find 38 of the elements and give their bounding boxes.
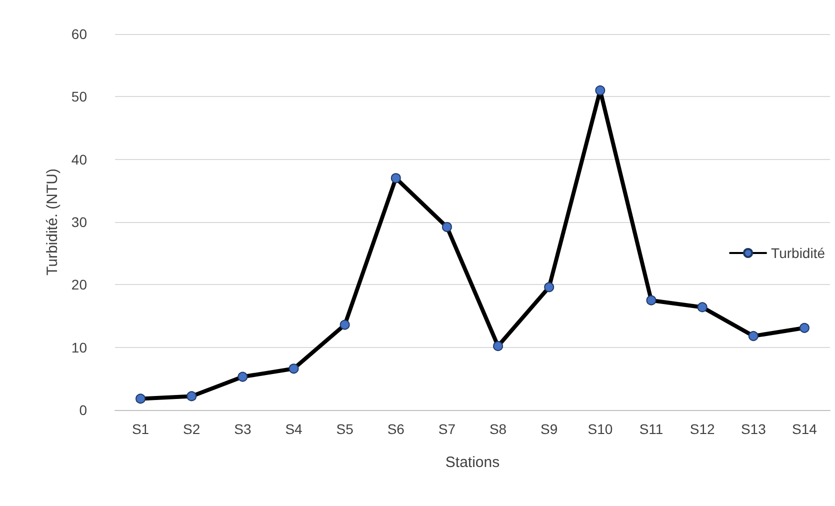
x-tick-label: S10 [588,421,613,437]
x-tick-label: S11 [639,421,664,437]
x-tick-label: S8 [489,421,507,437]
point [136,394,146,404]
point [646,295,656,306]
point [442,222,452,232]
point [493,341,504,352]
y-tick-label: 50 [71,88,88,105]
x-tick-label: S5 [336,421,354,437]
x-tick-label: S9 [540,421,558,437]
x-tick-label: S1 [132,421,150,437]
y-axis-title: Turbidité. (NTU) [44,168,61,276]
y-tick-label: 20 [71,276,88,293]
x-tick-label: S2 [183,421,200,437]
point [595,85,606,96]
y-tick-label: 40 [71,151,88,168]
y-tick-label: 60 [71,26,88,42]
point [288,364,299,374]
x-tick-label: S7 [438,421,456,437]
point [340,320,350,330]
y-tick-label: 0 [79,402,88,418]
x-tick-label: S12 [690,421,715,437]
x-tick-label: S4 [285,421,303,437]
point [238,372,248,382]
legend-label: Turbidité [771,245,826,261]
y-tick-label: 30 [71,214,88,230]
x-tick-label: S6 [387,421,405,437]
point [697,302,708,312]
x-tick-label: S13 [740,421,766,437]
point [186,391,197,402]
point [390,173,401,184]
point [799,322,810,333]
x-tick-label: S3 [234,421,252,437]
x-tick-label: S14 [792,421,818,437]
y-tick-label: 10 [71,339,88,356]
point [544,282,554,292]
point [748,331,758,342]
x-axis-title: Stations [445,454,500,471]
